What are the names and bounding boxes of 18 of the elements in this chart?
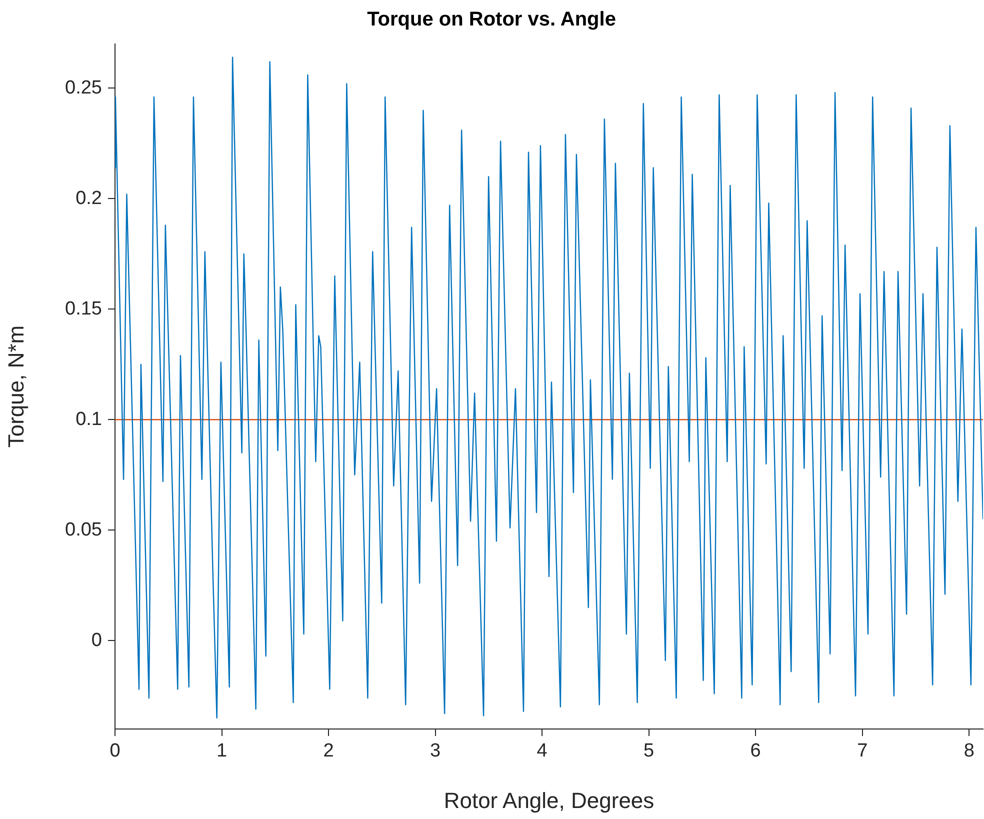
y-tick-label: 0.1	[76, 408, 102, 430]
x-tick-label: 8	[964, 740, 974, 762]
x-tick-label: 5	[644, 740, 654, 762]
y-tick-label: 0.15	[65, 298, 102, 320]
y-axis-title: Torque, N*m	[3, 325, 28, 448]
y-tick-label: 0.05	[65, 519, 102, 540]
y-tick-label: 0	[91, 630, 102, 651]
x-tick-label: 7	[857, 740, 868, 762]
x-tick-label: 3	[430, 740, 441, 762]
y-tick-label: 0.2	[76, 188, 102, 209]
x-axis-title: Rotor Angle, Degrees	[444, 788, 654, 813]
y-tick-label: 0.25	[65, 77, 102, 98]
x-tick-label: 2	[323, 740, 334, 762]
chart-title: Torque on Rotor vs. Angle	[367, 8, 616, 31]
x-tick-label: 0	[110, 740, 120, 762]
x-tick-label: 4	[536, 740, 548, 762]
x-tick-label: 6	[750, 740, 761, 762]
x-tick-label: 1	[216, 740, 228, 762]
